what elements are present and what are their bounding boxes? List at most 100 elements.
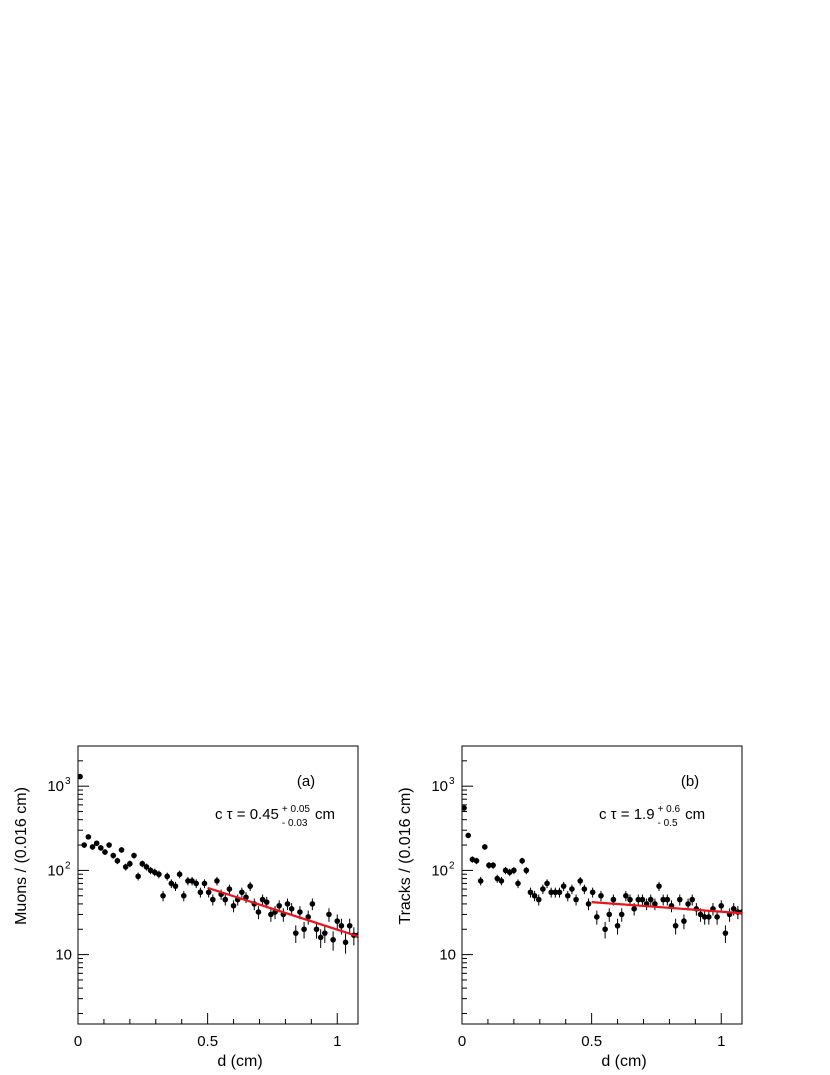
data-point <box>482 844 488 850</box>
data-point-marker <box>164 873 170 880</box>
data-point-marker <box>594 914 600 920</box>
data-point-marker <box>527 889 534 896</box>
annotation-upper-error: + 0.6 <box>658 804 681 815</box>
data-point <box>618 908 625 922</box>
data-point-marker <box>490 862 496 869</box>
y-tick-exponent: 2 <box>65 860 71 871</box>
data-point <box>284 898 291 911</box>
data-point-marker <box>292 930 299 936</box>
data-point <box>589 887 596 898</box>
annotation-unit: cm <box>685 806 705 823</box>
data-point <box>85 834 92 840</box>
data-point <box>548 887 554 898</box>
data-point-marker <box>598 892 604 899</box>
data-point <box>473 857 480 865</box>
x-axis-title: d (cm) <box>217 1053 262 1070</box>
y-tick-label: 10 <box>47 862 64 879</box>
data-point <box>639 894 646 906</box>
data-point <box>122 863 129 871</box>
data-point-marker <box>230 902 237 909</box>
data-point-marker <box>664 896 671 903</box>
data-point-marker <box>486 862 492 869</box>
data-point-marker <box>151 869 158 876</box>
data-point <box>523 866 530 875</box>
data-point-marker <box>276 902 282 909</box>
data-point-marker <box>722 930 729 936</box>
data-point-marker <box>535 896 542 903</box>
data-point-marker <box>205 889 212 896</box>
data-point <box>334 914 341 930</box>
data-point-marker <box>143 864 150 870</box>
data-point-marker <box>494 875 501 882</box>
data-point-marker <box>730 905 737 912</box>
data-point <box>664 894 671 906</box>
data-point-marker <box>102 849 108 855</box>
data-point-marker <box>334 918 341 924</box>
data-point <box>602 921 608 939</box>
data-point-marker <box>301 926 307 933</box>
data-point-marker <box>131 852 137 859</box>
data-point <box>556 887 563 898</box>
data-point <box>656 881 662 891</box>
data-point-marker <box>127 860 133 867</box>
data-point-marker <box>718 902 725 909</box>
data-point <box>185 876 191 886</box>
data-point-marker <box>263 899 270 905</box>
data-point-marker <box>714 914 720 920</box>
data-point-marker <box>540 886 546 892</box>
annotation-value: c τ = 1.9 <box>599 806 655 823</box>
x-tick-label: 0.5 <box>197 1033 218 1050</box>
data-point <box>78 773 83 780</box>
data-point-marker <box>176 871 183 878</box>
data-point <box>498 876 505 886</box>
data-point-marker <box>697 911 704 918</box>
data-point-marker <box>118 847 125 853</box>
data-point-marker <box>239 889 245 896</box>
data-point <box>131 852 137 859</box>
data-point-marker <box>309 901 316 907</box>
data-point <box>486 862 492 869</box>
data-point-marker <box>342 939 349 946</box>
data-point <box>180 890 187 902</box>
data-point-marker <box>635 896 642 903</box>
data-point-marker <box>110 852 117 859</box>
y-tick-label: 10 <box>55 947 72 964</box>
data-point <box>515 879 521 889</box>
data-point-marker <box>544 880 550 887</box>
data-point-marker <box>556 889 563 896</box>
fit-annotation: c τ = 1.9 + 0.6 - 0.5 cm <box>599 804 705 829</box>
fit-line <box>591 901 743 915</box>
data-point <box>268 908 274 922</box>
data-point <box>214 876 220 886</box>
data-point-marker <box>602 926 608 933</box>
data-point <box>660 894 666 906</box>
data-point-marker <box>581 886 588 892</box>
data-point-marker <box>689 896 696 903</box>
data-point <box>98 845 104 851</box>
data-point-marker <box>193 880 200 887</box>
data-point-marker <box>214 878 220 884</box>
data-point-marker <box>482 844 488 850</box>
data-point <box>114 857 121 865</box>
data-point-marker <box>114 858 121 864</box>
panel-label-a: (a) <box>297 773 315 790</box>
data-point <box>606 908 613 922</box>
y-tick-exponent: 2 <box>449 860 455 871</box>
data-point-marker <box>627 896 633 903</box>
data-point-marker <box>618 911 625 918</box>
data-point-marker <box>647 896 654 903</box>
data-point <box>494 874 501 883</box>
data-point-marker <box>531 892 538 899</box>
data-point <box>647 894 654 906</box>
data-point-marker <box>81 842 88 848</box>
data-point <box>189 876 195 886</box>
data-point <box>710 903 716 916</box>
data-point <box>627 894 633 906</box>
data-point-marker <box>139 860 146 867</box>
data-point-marker <box>515 880 521 887</box>
data-point <box>93 840 100 847</box>
data-point <box>288 903 295 916</box>
data-point <box>110 852 117 859</box>
